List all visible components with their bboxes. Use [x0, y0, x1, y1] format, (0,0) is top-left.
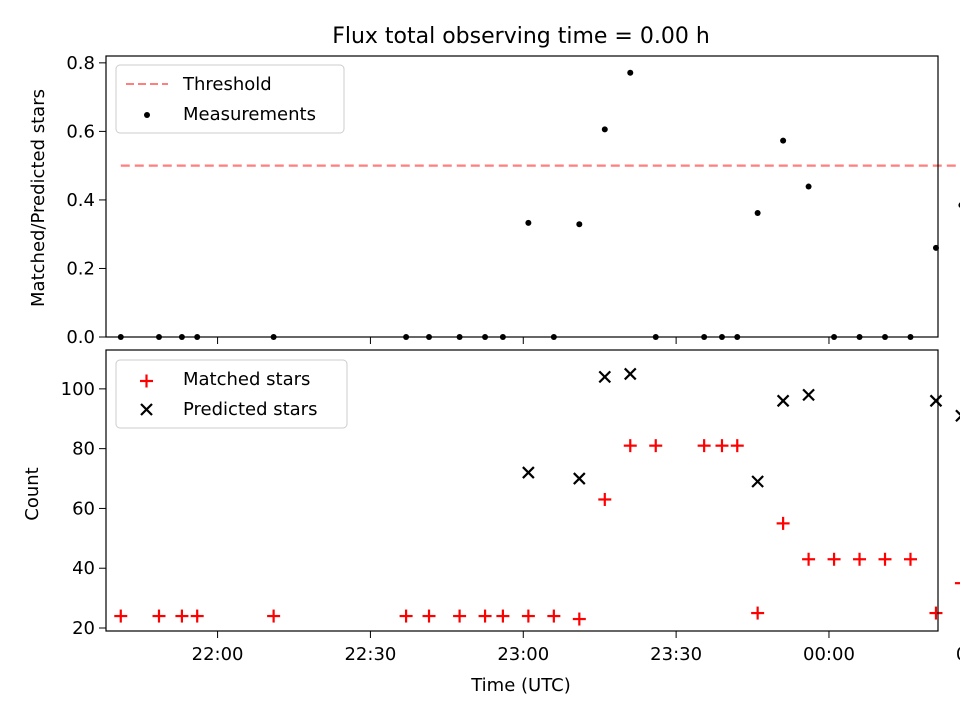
matched-star-point: [521, 609, 535, 623]
bottom-legend-box: [115, 359, 348, 429]
top-panel: 0.00.20.40.60.8 Matched/Predicted stars …: [28, 53, 960, 348]
legend-matched-swatch: [140, 374, 153, 388]
bottom-legend: Matched stars Predicted stars: [115, 359, 348, 429]
matched-star-point: [572, 612, 586, 626]
bottom-panel: 20 40 60 80 100 22:00 22:30 23:00 23:30 00:00 00:…: [22, 349, 960, 696]
measurement-point: [627, 69, 634, 76]
matched-star-point: [802, 552, 816, 566]
matched-star-point: [954, 582, 960, 585]
legend-predicted-label: Predicted stars: [183, 399, 317, 420]
matched-star-point: [114, 609, 128, 623]
predicted-star-point: [802, 388, 815, 402]
matched-star-point: [422, 609, 436, 623]
bottom-y-axis: 20 40 60 80 100: [61, 379, 106, 639]
top-y-axis: 0.0 0.2 0.4 0.6 0.8: [66, 53, 106, 348]
predicted-star-point: [598, 370, 612, 384]
predicted-star-point: [623, 367, 637, 381]
x-tick-label: 23:00: [497, 644, 549, 665]
x-tick-label: 00:00: [803, 644, 855, 665]
matched-star-point: [776, 516, 790, 530]
matched-star-point: [827, 552, 841, 566]
top-x-axis: [217, 337, 830, 344]
x-tick-label: 22:00: [192, 644, 244, 665]
x-tick-label: 00:30: [956, 644, 960, 665]
bottom-y-tick-label: 20: [72, 618, 95, 639]
x-tick-label: 22:30: [344, 644, 396, 665]
matched-star-point: [399, 609, 413, 623]
matched-star-point: [878, 552, 892, 566]
x-tick-label: 23:30: [650, 644, 702, 665]
measurement-point: [576, 221, 583, 228]
measurement-point: [525, 219, 532, 226]
matched-star-point: [649, 439, 663, 453]
matched-star-point: [152, 609, 166, 623]
matched-star-point: [730, 439, 744, 453]
legend-measurements-label: Measurements: [183, 104, 316, 125]
matched-star-point: [929, 606, 943, 620]
top-y-axis-label: Matched/Predicted stars: [28, 89, 49, 307]
predicted-star-point: [573, 472, 586, 485]
matched-star-point: [175, 609, 189, 623]
predicted-star-point: [776, 394, 790, 408]
matched-star-point: [547, 609, 561, 623]
matched-star-point: [478, 609, 492, 623]
bottom-y-tick-label: 100: [61, 379, 95, 400]
x-axis-label: Time (UTC): [470, 675, 571, 696]
matched-star-point: [453, 609, 467, 623]
matched-star-point: [903, 552, 917, 566]
measurement-point: [601, 126, 608, 133]
matched-star-point: [751, 606, 765, 620]
top-legend-box: [115, 64, 345, 134]
matched-star-point: [496, 609, 510, 623]
bottom-y-tick-label: 60: [72, 498, 95, 519]
top-y-tick-label: 0.4: [66, 190, 95, 211]
bottom-y-tick-label: 40: [72, 558, 95, 579]
top-y-tick-label: 0.6: [66, 121, 95, 142]
bottom-axes-frame: [105, 349, 939, 632]
bottom-y-tick-label: 80: [72, 439, 95, 460]
matched-star-point: [853, 552, 867, 566]
chart-title: Flux total observing time = 0.00 h: [332, 24, 710, 49]
predicted-star-point: [929, 394, 943, 408]
measurement-point: [805, 183, 812, 190]
top-axes-frame: [105, 55, 939, 338]
bottom-x-axis: 22:00 22:30 23:00 23:30 00:00 00:30: [192, 631, 960, 665]
matched-star-point: [623, 439, 637, 453]
matched-star-point: [715, 439, 729, 453]
predicted-star-point: [751, 475, 764, 488]
predicted-star-point: [955, 409, 960, 423]
top-y-tick-label: 0.0: [66, 327, 95, 348]
top-legend: Threshold Measurements: [115, 64, 345, 134]
matched-star-point: [598, 492, 612, 506]
bottom-plot-area: [114, 367, 960, 626]
predicted-star-point: [522, 466, 535, 479]
legend-matched-label: Matched stars: [183, 369, 310, 390]
matched-star-point: [267, 609, 281, 623]
legend-threshold-label: Threshold: [182, 74, 272, 95]
bottom-y-axis-label: Count: [22, 467, 43, 520]
matched-star-point: [697, 439, 711, 453]
matched-star-point: [190, 609, 204, 623]
legend-measurements-swatch: [144, 112, 150, 118]
top-y-tick-label: 0.2: [66, 258, 95, 279]
measurement-point: [754, 209, 761, 216]
measurement-point: [780, 137, 787, 144]
top-y-tick-label: 0.8: [66, 53, 95, 74]
legend-predicted-swatch: [140, 403, 153, 416]
